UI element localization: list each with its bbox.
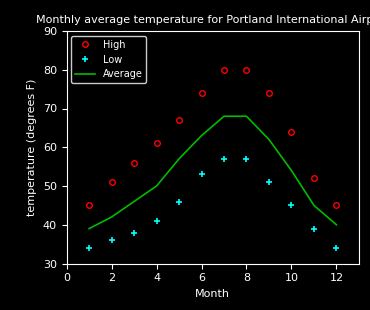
Average (154, 184, 159, 188)
High (154, 141, 159, 145)
Low (110, 238, 114, 242)
Line: High: High (86, 67, 339, 208)
Line: Low: Low (85, 155, 340, 251)
Low (334, 246, 339, 250)
High (110, 180, 114, 184)
Average (177, 157, 181, 161)
High (289, 130, 294, 134)
Line: Average: Average (89, 116, 336, 229)
Low (267, 180, 271, 184)
Low (154, 219, 159, 223)
High (132, 161, 136, 165)
Low (87, 246, 91, 250)
Average (289, 169, 294, 172)
Average (334, 223, 339, 227)
Average (222, 114, 226, 118)
Low (244, 157, 249, 161)
Low (177, 200, 181, 203)
Average (87, 227, 91, 231)
Average (267, 138, 271, 141)
High (222, 68, 226, 72)
High (267, 91, 271, 95)
Average (244, 114, 249, 118)
High (244, 68, 249, 72)
X-axis label: Month: Month (195, 289, 230, 299)
Legend: High, Low, Average: High, Low, Average (71, 36, 147, 83)
Average (312, 203, 316, 207)
High (177, 118, 181, 122)
Average (110, 215, 114, 219)
Title: Monthly average temperature for Portland International Airport: Monthly average temperature for Portland… (36, 15, 370, 25)
Low (222, 157, 226, 161)
Low (289, 203, 294, 207)
Average (199, 134, 204, 138)
Average (132, 200, 136, 203)
Y-axis label: temperature (degrees F): temperature (degrees F) (27, 78, 37, 216)
High (199, 91, 204, 95)
High (87, 203, 91, 207)
High (312, 176, 316, 180)
Low (199, 172, 204, 176)
Low (132, 231, 136, 234)
Low (312, 227, 316, 231)
High (334, 203, 339, 207)
